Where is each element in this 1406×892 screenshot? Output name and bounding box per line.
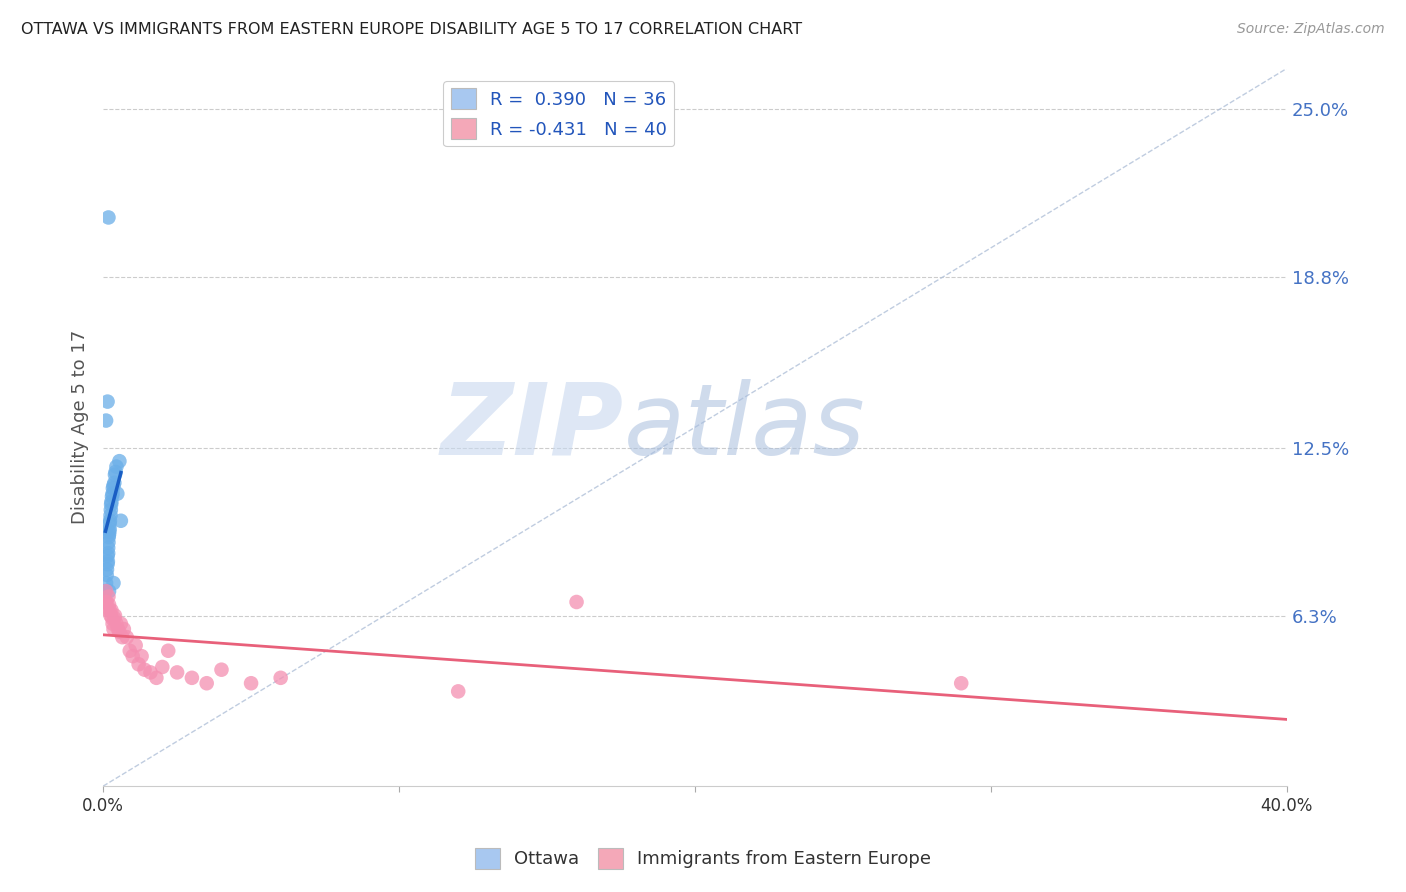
Point xyxy=(104,465,127,479)
Point xyxy=(96,562,118,576)
Point xyxy=(195,676,218,690)
Point xyxy=(97,590,120,604)
Point xyxy=(447,684,470,698)
Point xyxy=(110,616,132,631)
Point xyxy=(101,489,124,503)
Point xyxy=(97,541,120,555)
Point xyxy=(97,394,120,409)
Point xyxy=(134,663,156,677)
Point xyxy=(98,603,121,617)
Point xyxy=(103,478,125,492)
Point xyxy=(98,516,121,531)
Point xyxy=(105,486,128,500)
Legend: Ottawa, Immigrants from Eastern Europe: Ottawa, Immigrants from Eastern Europe xyxy=(467,840,939,876)
Point xyxy=(97,603,120,617)
Point xyxy=(111,630,134,644)
Point xyxy=(94,595,117,609)
Point xyxy=(100,608,122,623)
Point xyxy=(97,549,120,563)
Point xyxy=(105,616,128,631)
Text: ZIP: ZIP xyxy=(441,379,624,475)
Point xyxy=(96,568,118,582)
Point xyxy=(145,671,167,685)
Point xyxy=(97,554,120,568)
Point xyxy=(157,644,180,658)
Point xyxy=(100,503,122,517)
Y-axis label: Disability Age 5 to 17: Disability Age 5 to 17 xyxy=(72,330,89,524)
Point xyxy=(110,514,132,528)
Point xyxy=(100,495,122,509)
Text: Source: ZipAtlas.com: Source: ZipAtlas.com xyxy=(1237,22,1385,37)
Point xyxy=(97,535,120,549)
Point xyxy=(100,498,122,512)
Point xyxy=(121,649,143,664)
Point xyxy=(270,671,292,685)
Point xyxy=(124,638,146,652)
Point xyxy=(107,622,129,636)
Point xyxy=(166,665,188,680)
Point xyxy=(104,467,127,482)
Text: atlas: atlas xyxy=(624,379,866,475)
Point xyxy=(211,663,233,677)
Point xyxy=(98,522,121,536)
Point xyxy=(98,527,121,541)
Point xyxy=(118,644,141,658)
Point xyxy=(94,584,117,599)
Point xyxy=(128,657,150,672)
Point xyxy=(97,557,120,571)
Point xyxy=(103,576,125,591)
Point xyxy=(180,671,202,685)
Point xyxy=(101,481,124,495)
Point xyxy=(565,595,588,609)
Point xyxy=(103,475,125,490)
Point xyxy=(112,622,135,636)
Point xyxy=(100,603,122,617)
Point xyxy=(97,211,120,225)
Point xyxy=(240,676,263,690)
Point xyxy=(103,622,125,636)
Point xyxy=(150,660,173,674)
Point xyxy=(96,595,118,609)
Point xyxy=(94,584,117,599)
Point xyxy=(101,486,124,500)
Point xyxy=(94,413,117,427)
Point xyxy=(104,608,127,623)
Point xyxy=(108,454,131,468)
Point xyxy=(100,508,122,523)
Point xyxy=(139,665,162,680)
Point xyxy=(115,630,138,644)
Point xyxy=(131,649,153,664)
Point xyxy=(108,624,131,639)
Point xyxy=(98,524,121,539)
Point xyxy=(101,611,124,625)
Point xyxy=(97,546,120,560)
Point xyxy=(97,530,120,544)
Text: OTTAWA VS IMMIGRANTS FROM EASTERN EUROPE DISABILITY AGE 5 TO 17 CORRELATION CHAR: OTTAWA VS IMMIGRANTS FROM EASTERN EUROPE… xyxy=(21,22,803,37)
Point xyxy=(94,576,117,591)
Point xyxy=(98,598,121,612)
Point xyxy=(105,459,128,474)
Point xyxy=(101,616,124,631)
Point xyxy=(98,584,121,599)
Point xyxy=(98,514,121,528)
Point xyxy=(950,676,973,690)
Legend: R =  0.390   N = 36, R = -0.431   N = 40: R = 0.390 N = 36, R = -0.431 N = 40 xyxy=(443,81,675,146)
Point xyxy=(103,611,125,625)
